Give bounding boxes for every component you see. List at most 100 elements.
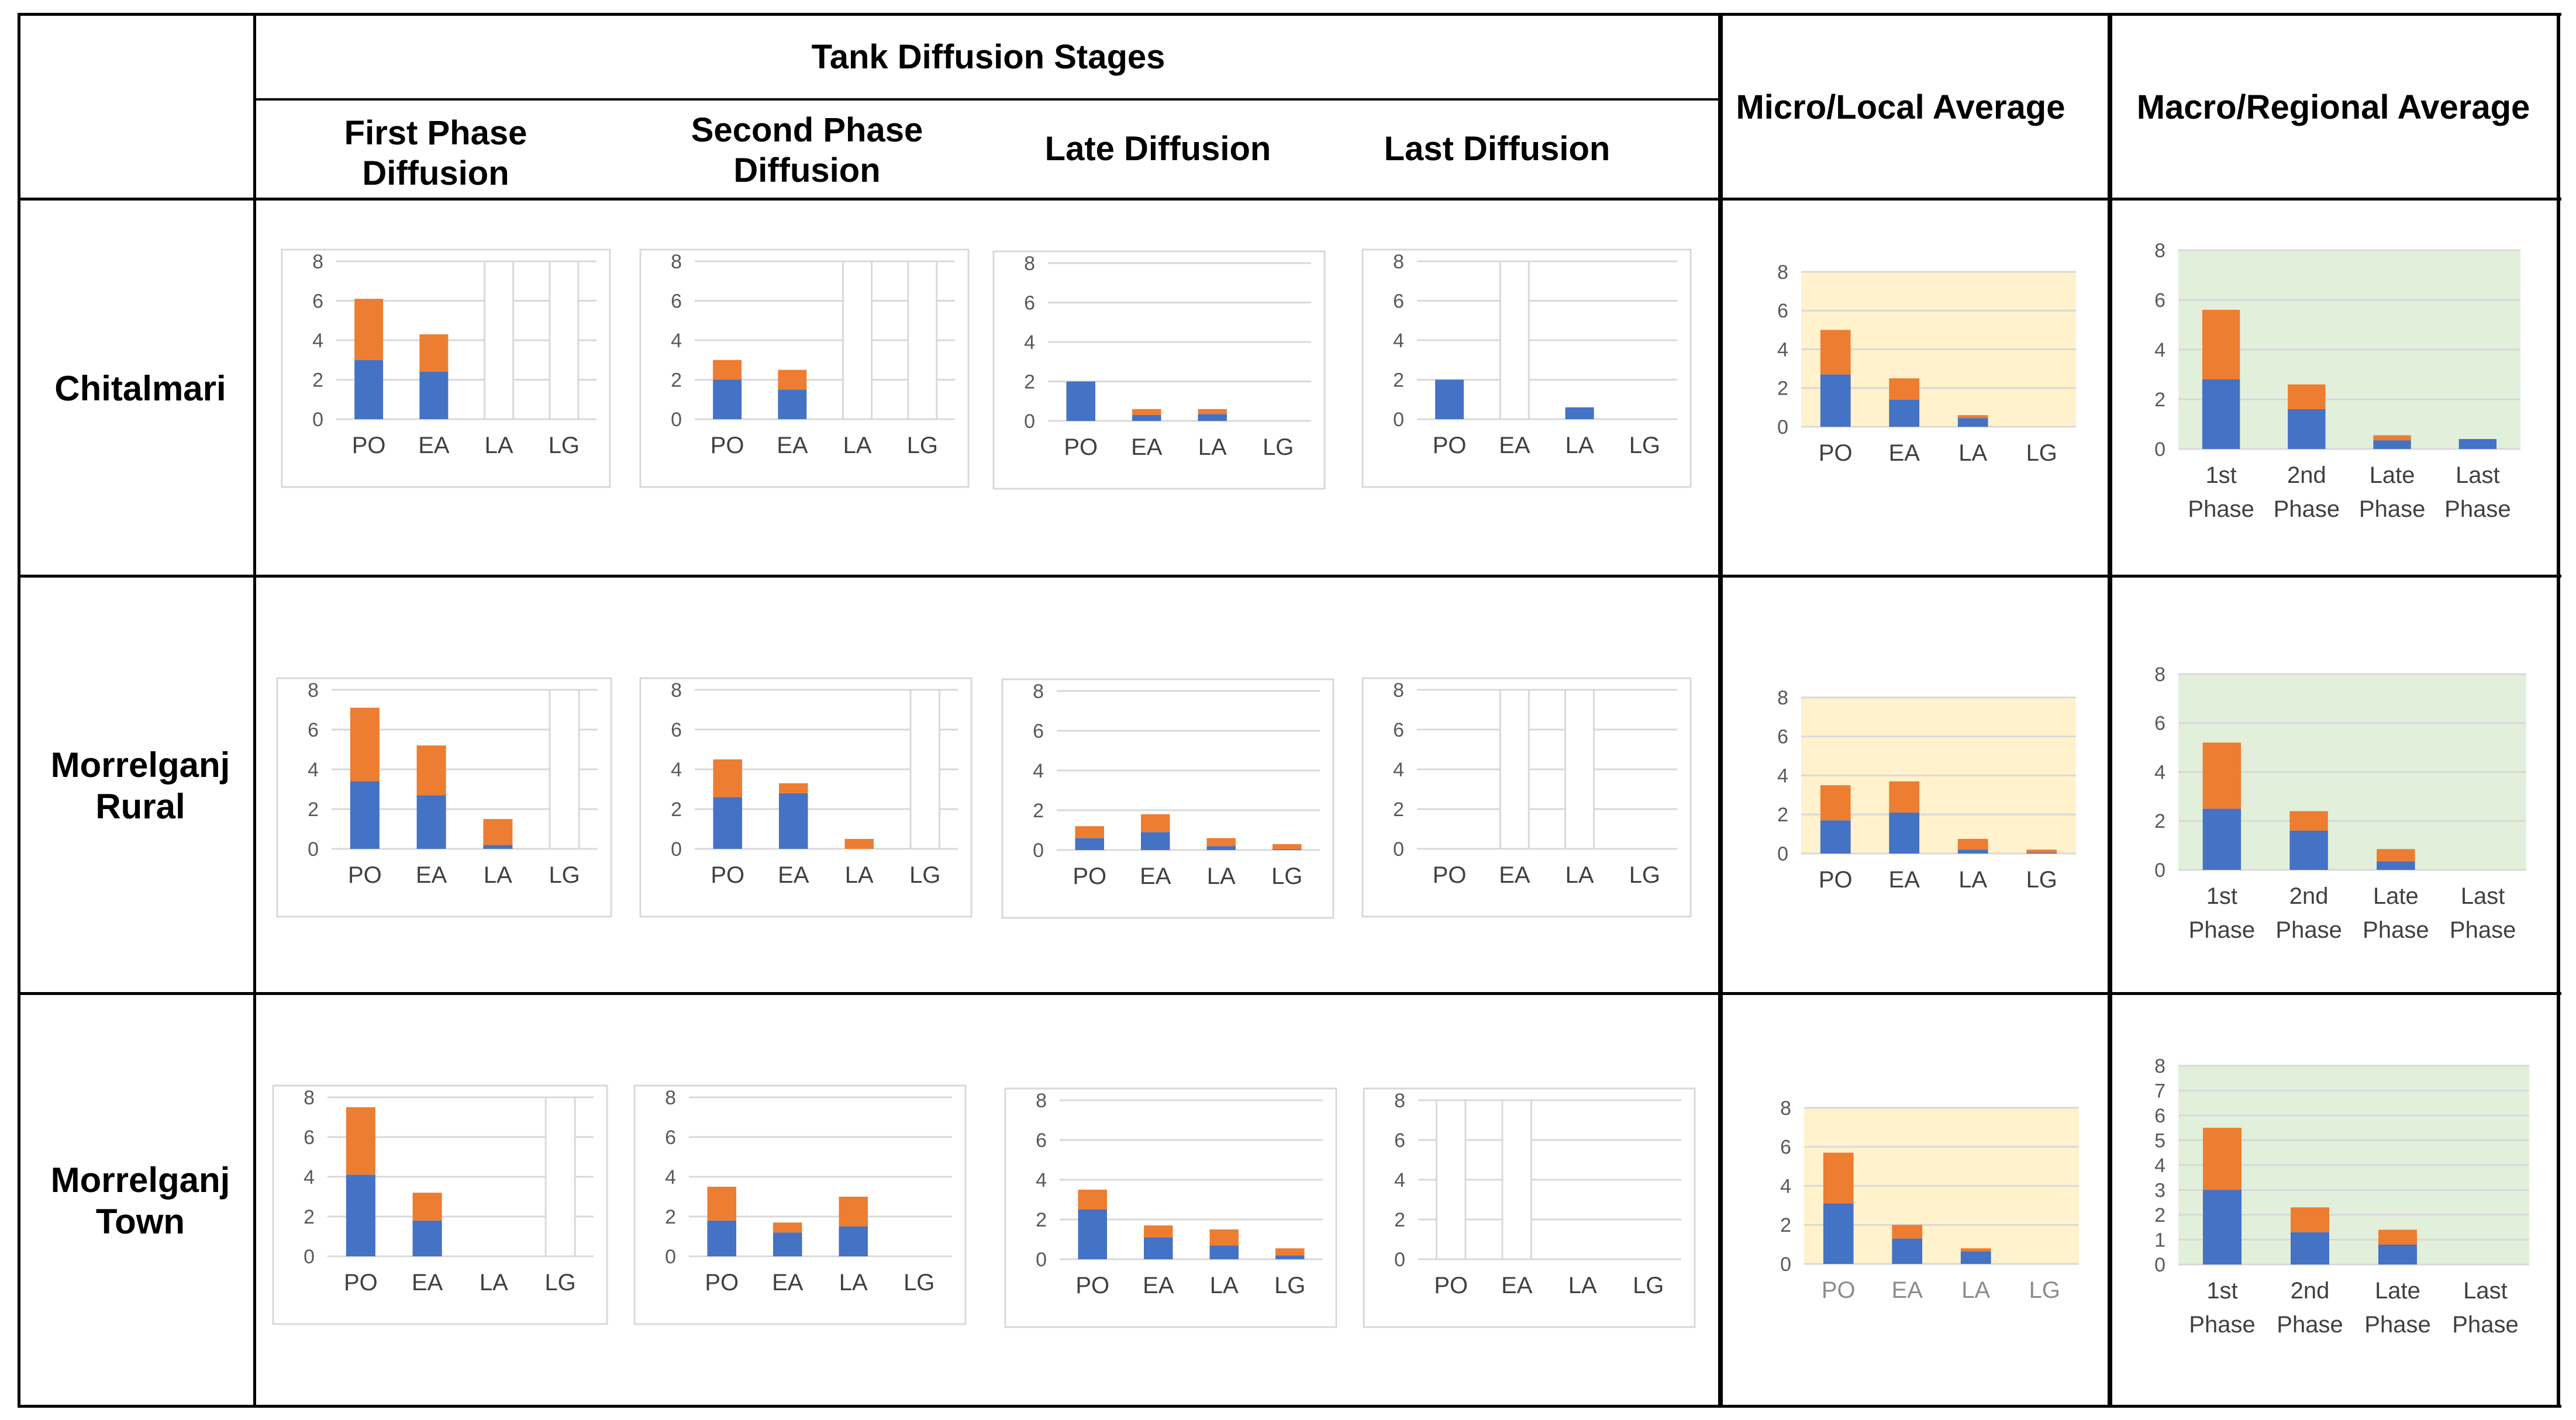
y-tick-label: 6	[1036, 1129, 1047, 1152]
x-tick-label: PO	[344, 1270, 378, 1295]
chart-rural-micro: 0 2 4 6 8 PO EA LA LG	[1777, 687, 2076, 893]
y-tick-label: 4	[1780, 1175, 1791, 1197]
x-tick-label: LA	[1565, 433, 1594, 458]
bar-blue-ea	[416, 795, 446, 849]
y-tick-label: 6	[671, 719, 682, 741]
y-tick-label: 0	[1033, 839, 1044, 862]
bar-blue-ea	[779, 793, 808, 849]
bar-blue-po	[1435, 379, 1464, 419]
x-tick-label: EA	[1889, 867, 1920, 893]
x-tick-label: EA	[1499, 433, 1530, 458]
bar-orange-la	[1957, 838, 1988, 850]
y-tick-label: 2	[1036, 1209, 1047, 1231]
chart-town-second: 0 2 4 6 8 PO EA LA LG	[633, 1084, 967, 1325]
row-label-chitalmari: Chitalmari	[54, 368, 226, 408]
header-tank-diffusion-stages: Tank Diffusion Stages	[811, 37, 1165, 76]
bar-blue-po	[713, 797, 742, 849]
empty-column-ea	[1499, 260, 1530, 420]
empty-column-po	[1436, 1099, 1467, 1260]
x-tick-label: Late	[2375, 1278, 2420, 1304]
x-tick-label: Phase	[2452, 1312, 2518, 1338]
x-tick-label: Phase	[2359, 496, 2425, 522]
bar-orange-2nd-phase	[2289, 811, 2328, 831]
bar-blue-po	[1075, 838, 1104, 850]
y-tick-label: 4	[1394, 1169, 1405, 1191]
y-tick-label: 4	[308, 759, 319, 781]
y-tick-label: 6	[2154, 713, 2165, 735]
x-tick-label: LG	[544, 1270, 575, 1295]
y-tick-label: 4	[304, 1166, 315, 1188]
bar-orange-la	[839, 1197, 868, 1226]
bar-blue-late-phase	[2378, 1245, 2417, 1264]
table-divider-row-1	[18, 575, 2561, 578]
x-tick-label: EA	[1501, 1273, 1533, 1298]
empty-column-lg	[907, 260, 938, 420]
y-tick-label: 2	[671, 799, 682, 821]
chart-chitalmari-macro: 0 2 4 6 8 1st Phase 2nd Phase Late Phase Last Phase	[2154, 240, 2520, 522]
y-tick-label: 1	[2154, 1229, 2165, 1251]
x-tick-label: PO	[711, 862, 744, 888]
x-tick-label: EA	[1140, 863, 1171, 889]
x-tick-label: Phase	[2363, 917, 2429, 943]
bar-blue-late-phase	[2377, 861, 2415, 870]
row-label-morrelganj-rural: Morrelganj Rural	[50, 745, 230, 826]
table-divider-row-2	[18, 992, 2561, 995]
x-tick-label: EA	[1499, 862, 1530, 888]
x-tick-label: LA	[843, 433, 872, 458]
y-tick-label: 4	[2154, 761, 2165, 783]
bar-blue-lg	[1273, 849, 1302, 850]
x-tick-label: LG	[1271, 863, 1302, 889]
x-tick-label: Phase	[2189, 1312, 2255, 1338]
bar-blue-po	[1066, 381, 1095, 421]
x-tick-label: Phase	[2277, 1312, 2343, 1338]
x-tick-label: LA	[1568, 1273, 1597, 1298]
y-tick-label: 0	[1393, 838, 1404, 861]
y-tick-label: 4	[2154, 1155, 2165, 1177]
x-tick-label: Phase	[2444, 496, 2511, 522]
x-tick-label: 2nd	[2289, 883, 2329, 909]
y-tick-label: 2	[304, 1206, 315, 1228]
bar-blue-2nd-phase	[2289, 831, 2328, 870]
x-tick-label: Late	[2373, 883, 2419, 909]
x-tick-label: Last	[2461, 883, 2505, 909]
y-tick-label: 8	[2154, 240, 2165, 262]
bar-orange-lg	[1275, 1248, 1305, 1256]
bar-blue-ea	[1889, 812, 1920, 854]
bar-blue-1st-phase	[2202, 809, 2242, 870]
bar-blue-la	[1198, 414, 1227, 421]
y-tick-label: 8	[312, 251, 323, 273]
x-tick-label: 1st	[2206, 883, 2237, 909]
y-tick-label: 4	[1033, 760, 1044, 782]
bar-orange-ea	[416, 745, 446, 796]
chart-chitalmari-first: 0 2 4 6 8 PO EA LA LG	[281, 248, 611, 488]
bar-orange-late-phase	[2377, 849, 2415, 862]
empty-column-lg	[549, 260, 580, 420]
bar-orange-2nd-phase	[2288, 384, 2326, 409]
chart-town-first: 0 2 4 6 8 PO EA LA LG	[272, 1084, 608, 1325]
y-tick-label: 6	[1777, 300, 1788, 322]
row-label-morrelganj-town: Morrelganj Town	[50, 1160, 230, 1241]
bar-blue-ea	[778, 389, 807, 419]
bar-orange-1st-phase	[2203, 1128, 2242, 1190]
y-tick-label: 0	[2154, 438, 2165, 461]
x-tick-label: EA	[777, 433, 808, 458]
x-tick-label: LA	[1961, 1277, 1990, 1303]
chart-chitalmari-second: 0 2 4 6 8 PO EA LA LG	[639, 248, 970, 488]
x-tick-label: LA	[480, 1270, 508, 1295]
bar-blue-ea	[1132, 414, 1161, 421]
x-tick-label: LG	[1274, 1273, 1305, 1298]
bar-blue-po	[713, 379, 742, 419]
header-macro-regional-average: Macro/Regional Average	[2136, 88, 2530, 126]
y-tick-label: 6	[671, 290, 682, 312]
empty-column-lg	[549, 689, 580, 850]
y-tick-label: 2	[1780, 1214, 1791, 1236]
y-tick-label: 6	[2154, 289, 2165, 312]
bar-orange-po	[1075, 826, 1104, 838]
x-tick-label: EA	[418, 433, 450, 458]
y-tick-label: 4	[1024, 331, 1035, 354]
x-tick-label: LG	[1263, 434, 1294, 460]
y-tick-label: 8	[1394, 1090, 1405, 1112]
header-second-phase-diffusion: Second Phase Diffusion	[691, 111, 923, 189]
x-tick-label: LG	[2026, 867, 2057, 893]
x-tick-label: 1st	[2205, 462, 2236, 488]
